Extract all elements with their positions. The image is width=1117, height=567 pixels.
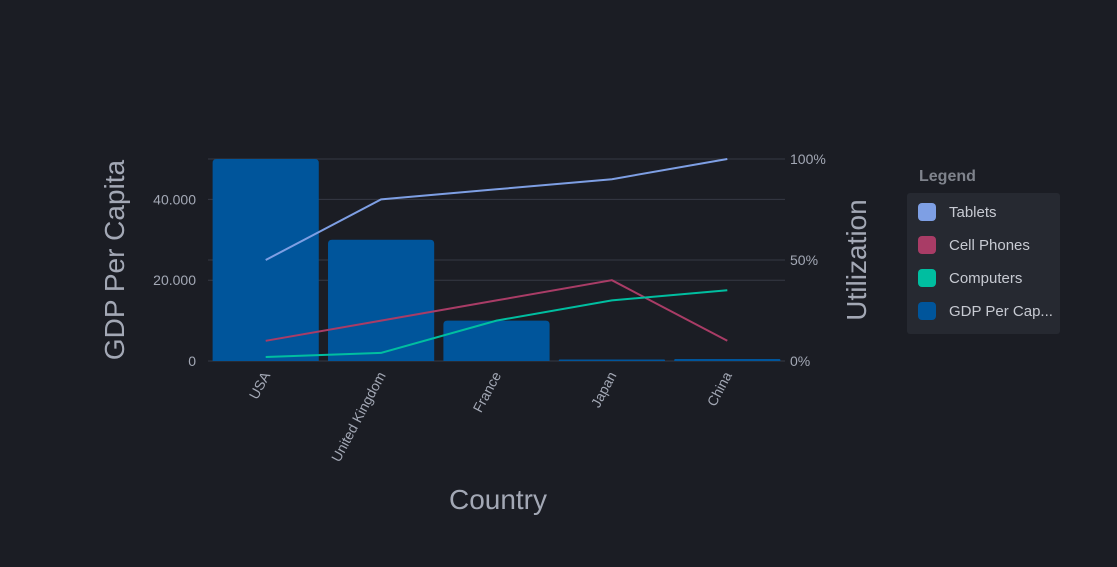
legend-item-computers[interactable]: Computers [918, 268, 1022, 288]
y2-tick-label: 100% [790, 151, 826, 167]
legend-label: Tablets [949, 203, 997, 221]
legend-item-tablets[interactable]: Tablets [918, 202, 997, 222]
legend-title: Legend [919, 168, 976, 185]
bar-japan[interactable] [558, 359, 665, 362]
legend-swatch [918, 203, 936, 221]
y-axis-left-ticks: 0 20.000 40.000 [153, 191, 196, 369]
x-tick-label: USA [246, 368, 274, 402]
x-tick-label: Japan [588, 369, 620, 410]
y-tick-label: 0 [188, 353, 196, 369]
legend-swatch [918, 302, 936, 320]
y-axis-title: GDP Per Capita [99, 159, 130, 360]
x-axis-ticks: USA United Kingdom France Japan China [246, 368, 735, 464]
x-axis-title: Country [449, 484, 547, 515]
legend-label: Cell Phones [949, 236, 1030, 254]
legend-label: GDP Per Cap... [949, 302, 1053, 320]
x-tick-label: China [704, 369, 735, 409]
line-cell-phones[interactable] [265, 279, 728, 342]
legend-item-cell-phones[interactable]: Cell Phones [918, 235, 1030, 255]
y2-tick-label: 0% [790, 353, 810, 369]
line-computers[interactable] [265, 289, 728, 358]
y-tick-label: 20.000 [153, 272, 196, 288]
y2-axis-title: Utilization [841, 199, 872, 320]
y-tick-label: 40.000 [153, 191, 196, 207]
y2-tick-label: 50% [790, 252, 818, 268]
x-tick-label: United Kingdom [328, 369, 389, 464]
y-axis-right-ticks: 0% 50% 100% [790, 151, 826, 369]
bar-united-kingdom[interactable] [328, 239, 435, 361]
legend-label: Computers [949, 269, 1023, 287]
x-tick-label: France [470, 369, 505, 415]
legend-swatch [918, 236, 936, 254]
bar-china[interactable] [674, 358, 781, 361]
line-tablets[interactable] [265, 158, 728, 261]
legend-item-gdp-per-cap[interactable]: GDP Per Cap... [918, 301, 1053, 321]
line-series [265, 158, 728, 358]
legend-swatch [918, 269, 936, 287]
bar-france[interactable] [443, 320, 550, 361]
